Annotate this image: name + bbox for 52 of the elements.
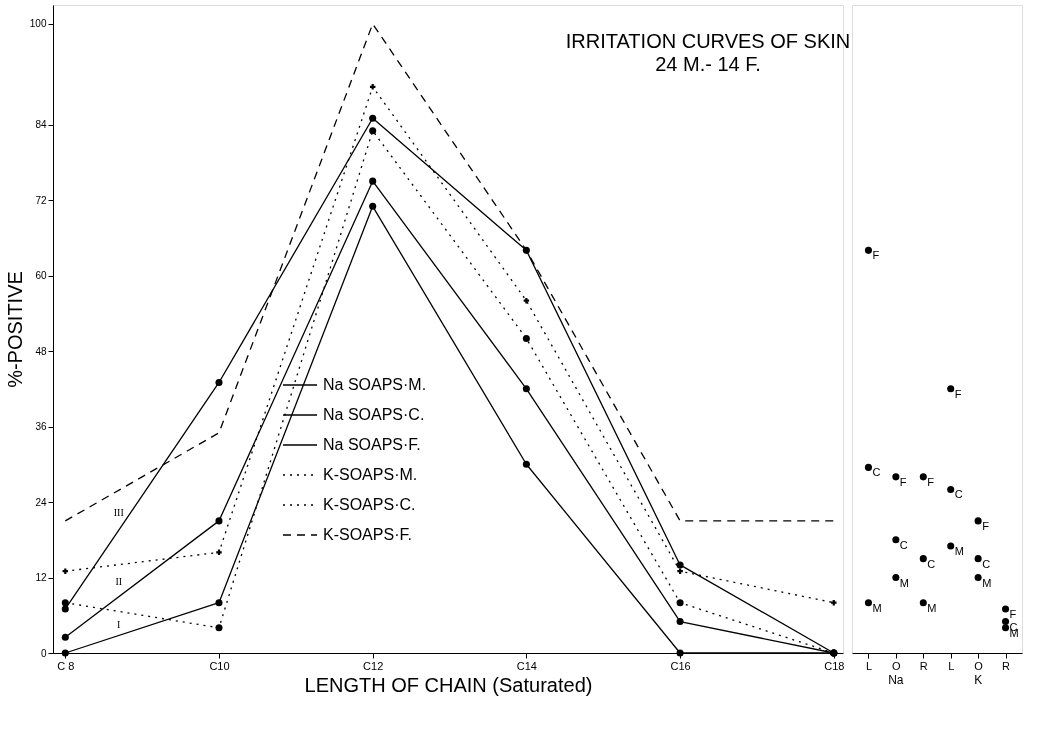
x-tick-label: L [865, 659, 873, 672]
x-tick-label: C14 [516, 659, 537, 672]
x-tick-label: O [974, 659, 984, 672]
text: IRRITATION CURVES OF SKIN [565, 30, 851, 52]
y-axis-title: %-POSITIVE [3, 271, 26, 388]
x-tick-label: R [919, 659, 928, 672]
y-tick-label: 36 [35, 421, 47, 433]
data-label: F [982, 519, 990, 532]
y-tick-label: 72 [35, 194, 47, 206]
legend-label: K-SOAPS·F. [323, 526, 412, 543]
y-tick-label: 24 [35, 496, 47, 508]
x-tick-label: L [948, 659, 955, 672]
data-label: M [899, 576, 910, 589]
data-label: M [982, 576, 992, 589]
data-label: F [927, 475, 935, 488]
y-tick-label: 48 [35, 345, 47, 357]
annotation: III [113, 506, 124, 518]
x-tick-label: O [892, 659, 902, 672]
data-label: C [927, 557, 936, 570]
legend-label: Na SOAPS·M. [323, 376, 427, 393]
x-tick-label: C 8 [57, 659, 75, 672]
x-tick-label: C12 [363, 659, 384, 672]
legend-label: Na SOAPS·C. [323, 406, 425, 423]
y-tick-label: 12 [35, 572, 47, 583]
text: Na [888, 673, 904, 687]
data-label: M [954, 545, 964, 558]
text: 24 M.- 14 F. [655, 53, 761, 75]
x-axis-title: LENGTH OF CHAIN (Saturated) [304, 673, 593, 696]
annotation: I [117, 618, 121, 630]
data-label: C [954, 488, 963, 501]
data-label: M [872, 601, 882, 614]
y-tick-label: 100 [29, 18, 47, 30]
legend-label: K-SOAPS·M. [323, 466, 418, 483]
data-label: C [899, 538, 908, 551]
legend-label: Na SOAPS·F. [323, 436, 421, 453]
data-label: F [1009, 607, 1017, 620]
data-label: C [982, 557, 991, 570]
x-tick-label: C18 [824, 659, 845, 672]
x-tick-label: C16 [670, 659, 691, 672]
y-tick-label: 60 [35, 270, 47, 282]
data-label: F [872, 249, 880, 262]
data-label: C [872, 466, 881, 479]
data-label: M [927, 601, 937, 614]
x-tick-label: R [1002, 659, 1011, 672]
legend-label: K-SOAPS·C. [323, 496, 416, 513]
x-tick-label: C10 [209, 659, 230, 672]
y-tick-label: 84 [35, 119, 47, 131]
text: K [974, 673, 983, 687]
y-tick-label: 0 [40, 647, 47, 659]
data-label: F [899, 475, 907, 488]
annotation: II [115, 576, 123, 588]
data-label: F [954, 387, 962, 400]
